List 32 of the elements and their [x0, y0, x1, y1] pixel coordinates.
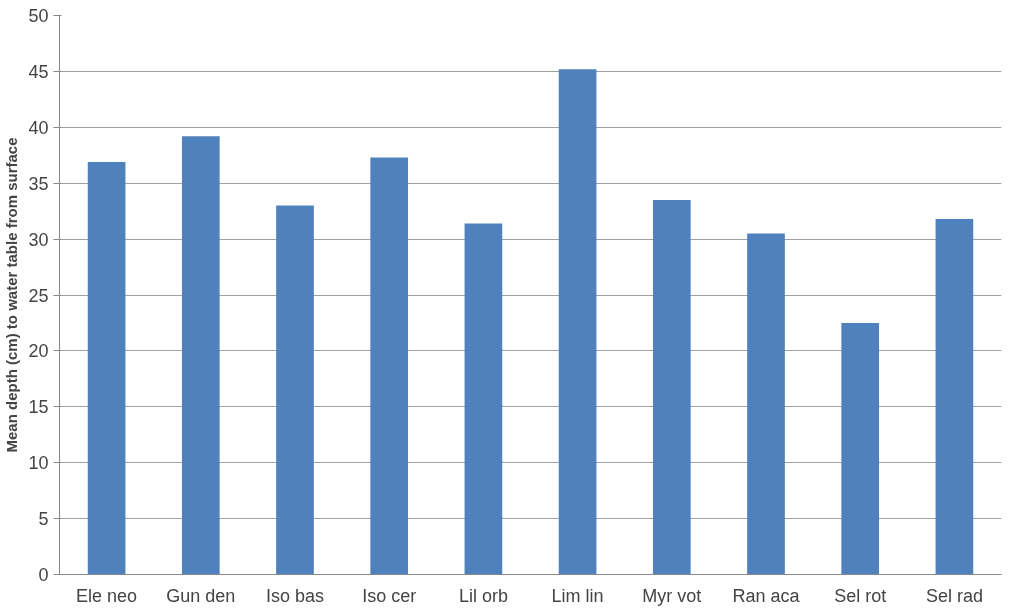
x-tick-label: Ele neo — [76, 585, 138, 606]
bar — [841, 322, 880, 575]
x-tick-label: Lim lin — [551, 585, 604, 606]
y-tick-label: 5 — [38, 509, 49, 530]
x-tick-label: Iso cer — [362, 585, 417, 606]
bar — [87, 161, 126, 575]
bar — [370, 157, 409, 575]
y-tick-label: 35 — [28, 173, 49, 194]
y-tick-label: 25 — [28, 285, 49, 306]
y-tick-label: 45 — [28, 61, 49, 82]
y-tick-label: 40 — [28, 117, 49, 138]
bar — [935, 218, 974, 575]
x-tick-label: Myr vot — [642, 585, 702, 606]
y-tick-label: 50 — [28, 6, 49, 26]
y-tick-label: 30 — [28, 229, 49, 250]
bar — [276, 205, 314, 575]
y-tick-label: 10 — [28, 453, 49, 474]
bar — [558, 69, 597, 575]
x-tick-label: Sel rot — [834, 585, 887, 606]
x-tick-label: Lil orb — [458, 585, 508, 606]
bar — [747, 233, 785, 575]
y-tick-label: 0 — [38, 565, 49, 585]
y-tick-label: 15 — [28, 397, 49, 418]
x-tick-label: Ran aca — [732, 585, 801, 606]
x-tick-label: Gun den — [166, 585, 236, 606]
x-tick-label: Iso bas — [265, 585, 325, 606]
x-tick-label: Sel rad — [925, 585, 983, 606]
bar — [464, 223, 503, 575]
bar — [181, 136, 220, 575]
y-axis-title: Mean depth (cm) to water table from surface — [3, 137, 21, 453]
y-tick-label: 20 — [28, 341, 49, 362]
bar — [652, 199, 691, 575]
